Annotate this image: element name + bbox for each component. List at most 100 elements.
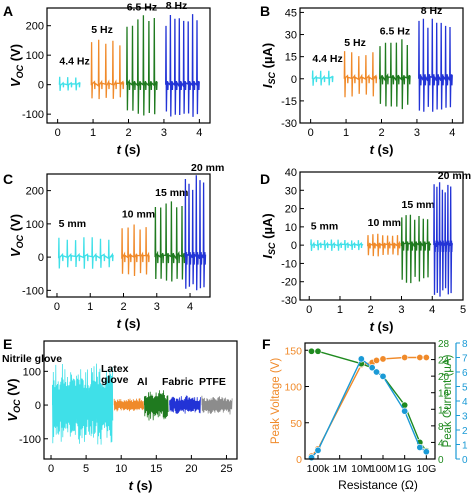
x-tick-label: 100M	[370, 463, 396, 475]
plot-frame	[46, 7, 211, 124]
axis-unit: (s)	[133, 478, 153, 493]
signal-trace	[154, 201, 186, 282]
y-tick-label: 0	[35, 400, 41, 412]
series-label: 5 Hz	[91, 24, 113, 36]
series-label: 8 Hz	[166, 0, 188, 12]
series-label: 15 mm	[155, 187, 188, 199]
axis-symbol: t	[370, 319, 375, 334]
data-point	[416, 353, 424, 361]
x-tick-label: 1	[87, 301, 93, 313]
axis-subscript: SC	[267, 72, 277, 85]
series-nitrile-glove: Nitrile glove	[2, 353, 114, 445]
y3-tick-label: 4	[462, 397, 468, 408]
panel-letter: F	[262, 336, 271, 352]
series-6-5-hz: 6.5 Hz	[379, 25, 411, 110]
signal-trace	[57, 237, 114, 269]
data-point	[307, 454, 315, 462]
series-al: Al	[137, 376, 169, 421]
x-tick-label: 100k	[307, 463, 331, 475]
y1-tick-label: 0	[296, 454, 302, 466]
series-6-5-hz: 6.5 Hz	[126, 1, 158, 116]
data-point	[401, 407, 409, 415]
y-tick-label: 200	[26, 21, 44, 33]
x-tick-label: 3	[161, 127, 167, 139]
series-label: glove	[101, 374, 129, 386]
axis-unit: (V)	[5, 378, 20, 399]
x-tick-label: 1	[90, 127, 96, 139]
signal-trace	[201, 395, 233, 415]
y3-tick-label: 2	[462, 426, 468, 437]
x-tick-label: 10M	[351, 463, 371, 475]
y-axis-label-text: VOC (V)	[8, 214, 25, 257]
y3-tick-label: 0	[462, 455, 468, 466]
x-tick-label: 5	[460, 304, 466, 316]
x-tick-label: 4	[429, 304, 435, 316]
x-tick-label: 3	[414, 127, 420, 139]
x-tick-label: 20	[185, 463, 197, 475]
series-label: Latex	[101, 363, 129, 375]
x-tick-label: 2	[125, 127, 131, 139]
y3-tick-label: 1	[462, 441, 468, 452]
axis-unit: (V)	[8, 44, 23, 65]
series-label: 8 Hz	[421, 5, 443, 17]
y-tick-label: -100	[22, 285, 44, 297]
signal-trace	[126, 15, 158, 116]
axis-unit: (µA)	[260, 213, 275, 242]
series-4-4-hz: 4.4 Hz	[58, 55, 90, 91]
signal-trace	[367, 233, 401, 257]
y-tick-label: 200	[26, 186, 44, 198]
panel-a: A 0 1 2 3 4 -100 0 100 200 4.4 Hz 5 Hz 6.5 Hz 8 Hz VOC…	[3, 0, 211, 157]
x-tick-label: 1	[337, 304, 343, 316]
series-20-mm: 20 mm	[184, 162, 224, 291]
x-tick-label: 3	[398, 304, 404, 316]
y2-tick-label: 12	[438, 405, 450, 416]
axis-symbol: I	[260, 84, 275, 88]
plot-frame	[299, 7, 464, 124]
data-point	[372, 368, 380, 376]
y-tick-label: 100	[23, 366, 41, 378]
signal-trace	[144, 390, 169, 421]
y-tick-label: -30	[281, 295, 297, 307]
series-10-mm: 10 mm	[367, 217, 401, 257]
series-label: PTFE	[199, 376, 226, 388]
x-axis-label: t (s)	[370, 319, 394, 334]
series-15-mm: 15 mm	[400, 199, 435, 284]
y-tick-label: 40	[285, 167, 297, 179]
series-y3	[307, 355, 430, 462]
signal-trace	[165, 14, 200, 117]
axis-symbol: V	[5, 412, 20, 422]
y-tick-label: -15	[281, 96, 297, 108]
series-8-hz: 8 Hz	[165, 0, 200, 117]
series-label: Al	[137, 376, 148, 388]
signal-trace	[310, 239, 364, 251]
y2-tick-label: 20	[438, 372, 450, 383]
x-tick-label: 4	[196, 127, 202, 139]
series-label: 5 Hz	[344, 37, 366, 49]
signal-trace	[169, 395, 201, 414]
y-tick-label: 30	[285, 185, 297, 197]
y-tick-label: 100	[26, 50, 44, 62]
axis-subscript: OC	[15, 64, 25, 78]
signal-trace	[311, 70, 334, 86]
series-label: 10 mm	[368, 217, 401, 229]
y2-tick-label: 16	[438, 389, 450, 400]
y-axis-label: VOC (V)	[8, 214, 25, 257]
x-tick-label: 15	[150, 463, 162, 475]
data-point	[379, 355, 387, 363]
axis-unit: (s)	[374, 142, 394, 157]
x-axis-label: t (s)	[370, 142, 394, 157]
signal-trace	[121, 224, 150, 277]
signal-trace	[90, 39, 125, 100]
data-point	[314, 446, 322, 454]
panel-letter: E	[3, 336, 12, 352]
y-tick-label: 20	[285, 204, 297, 216]
series-ptfe: PTFE	[199, 376, 233, 415]
x-tick-label: 1M	[332, 463, 347, 475]
signal-trace	[433, 182, 453, 297]
x-tick-label: 3	[154, 301, 160, 313]
series-label: 6.5 Hz	[127, 1, 157, 13]
